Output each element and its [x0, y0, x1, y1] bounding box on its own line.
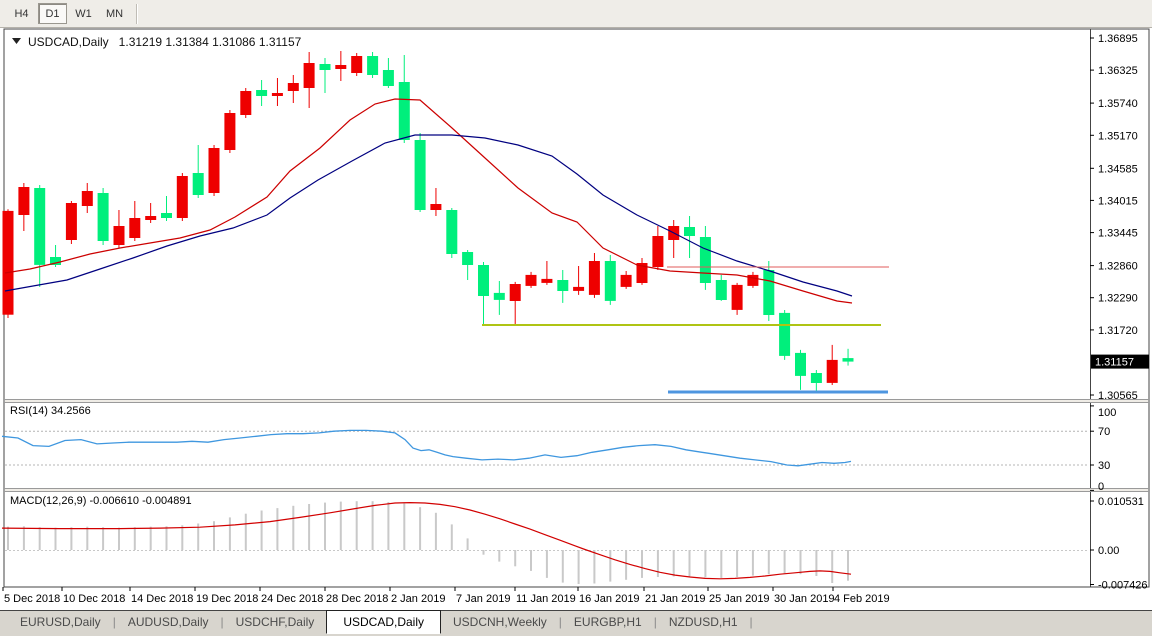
chart-frame	[3, 28, 1150, 588]
svg-text:1.33445: 1.33445	[1098, 228, 1138, 240]
svg-text:1.35740: 1.35740	[1098, 98, 1138, 110]
tab-separator: |	[112, 615, 116, 629]
tab-usdcnh-weekly[interactable]: USDCNH,Weekly	[453, 615, 547, 629]
ma-navy-line	[4, 134, 853, 297]
svg-text:7 Jan 2019: 7 Jan 2019	[456, 593, 510, 605]
svg-text:30 Jan 2019: 30 Jan 2019	[774, 593, 835, 605]
svg-text:14 Dec 2018: 14 Dec 2018	[131, 593, 193, 605]
tab-usdchf-daily[interactable]: USDCHF,Daily	[235, 615, 315, 629]
svg-text:1.32860: 1.32860	[1098, 261, 1138, 273]
chart-title: USDCAD,Daily 1.31219 1.31384 1.31086 1.3…	[12, 35, 302, 49]
svg-text:21 Jan 2019: 21 Jan 2019	[645, 593, 706, 605]
ma-red-line	[4, 98, 853, 304]
tab-eurusd-daily[interactable]: EURUSD,Daily	[20, 615, 101, 629]
chart-tabs: EURUSD,Daily | AUDUSD,Daily | USDCHF,Daily…	[0, 610, 1152, 636]
svg-text:16 Jan 2019: 16 Jan 2019	[579, 593, 640, 605]
timeframe-button-mn[interactable]: MN	[100, 3, 129, 24]
svg-text:1.34585: 1.34585	[1098, 163, 1138, 175]
tab-usdcad-daily[interactable]: USDCAD,Daily	[326, 610, 441, 634]
usdcad-daily-chart[interactable]: 1.36895 1.36325 1.35740 1.35170 1.34585 1.340…	[0, 28, 1152, 610]
svg-text:-0.007426: -0.007426	[1098, 580, 1148, 592]
svg-text:1.36325: 1.36325	[1098, 65, 1138, 77]
tab-nzdusd-h1[interactable]: NZDUSD,H1	[668, 615, 738, 629]
tab-separator: |	[558, 615, 562, 629]
rsi-line	[1, 429, 852, 467]
svg-text:10 Dec 2018: 10 Dec 2018	[63, 593, 125, 605]
svg-text:28 Dec 2018: 28 Dec 2018	[326, 593, 388, 605]
macd-panel: 0.010531 0.00 -0.007426 MACD(12,26,9) -0.00…	[1, 495, 1148, 592]
date-axis: 5 Dec 2018 10 Dec 2018 14 Dec 2018 19 Dec 2…	[2, 587, 890, 605]
svg-text:100: 100	[1098, 407, 1116, 419]
price-axis: 1.36895 1.36325 1.35740 1.35170 1.34585 1.340…	[1090, 33, 1149, 402]
macd-label: MACD(12,26,9) -0.006610 -0.004891	[10, 495, 192, 507]
svg-text:1.31157: 1.31157	[1095, 357, 1134, 369]
svg-text:5 Dec 2018: 5 Dec 2018	[4, 593, 60, 605]
tab-audusd-daily[interactable]: AUDUSD,Daily	[127, 615, 209, 629]
svg-text:19 Dec 2018: 19 Dec 2018	[196, 593, 258, 605]
rsi-label: RSI(14) 34.2566	[10, 405, 91, 417]
tab-separator: |	[653, 615, 657, 629]
toolbar-separator	[136, 3, 138, 24]
svg-text:USDCAD,Daily 1.31219 1.31384: USDCAD,Daily 1.31219 1.31384 1.31086 1.3…	[28, 35, 302, 49]
horizontal-level-lines[interactable]	[482, 266, 889, 394]
svg-text:4 Feb 2019: 4 Feb 2019	[834, 593, 890, 605]
timeframe-button-d1[interactable]: D1	[38, 3, 67, 24]
svg-text:30: 30	[1098, 460, 1110, 472]
tab-separator: |	[220, 615, 224, 629]
svg-text:2 Jan 2019: 2 Jan 2019	[391, 593, 445, 605]
svg-text:1.31720: 1.31720	[1098, 325, 1138, 337]
candlestick-series	[2, 51, 854, 391]
timeframe-button-w1[interactable]: W1	[69, 3, 98, 24]
svg-text:1.36895: 1.36895	[1098, 33, 1138, 45]
rsi-panel: 100 70 30 0 RSI(14) 34.2566	[1, 405, 1116, 493]
svg-text:1.32290: 1.32290	[1098, 293, 1138, 305]
timeframe-toolbar: H4 D1 W1 MN	[0, 0, 1152, 28]
chart-area[interactable]: 1.36895 1.36325 1.35740 1.35170 1.34585 1.340…	[0, 28, 1152, 610]
svg-text:70: 70	[1098, 426, 1110, 438]
tab-eurgbp-h1[interactable]: EURGBP,H1	[573, 615, 642, 629]
svg-text:1.34015: 1.34015	[1098, 195, 1138, 207]
svg-text:0: 0	[1098, 481, 1104, 493]
svg-text:0.010531: 0.010531	[1098, 496, 1144, 508]
tab-separator: |	[749, 615, 753, 629]
svg-text:24 Dec 2018: 24 Dec 2018	[261, 593, 323, 605]
svg-text:11 Jan 2019: 11 Jan 2019	[516, 593, 576, 605]
svg-text:0.00: 0.00	[1098, 545, 1119, 557]
collapse-triangle-icon	[12, 38, 21, 44]
svg-text:1.30565: 1.30565	[1098, 390, 1138, 402]
current-price-badge: 1.31157	[1091, 354, 1149, 369]
timeframe-button-h4[interactable]: H4	[7, 3, 36, 24]
svg-text:1.35170: 1.35170	[1098, 130, 1138, 142]
macd-signal-line	[1, 501, 852, 580]
svg-text:25 Jan 2019: 25 Jan 2019	[709, 593, 770, 605]
